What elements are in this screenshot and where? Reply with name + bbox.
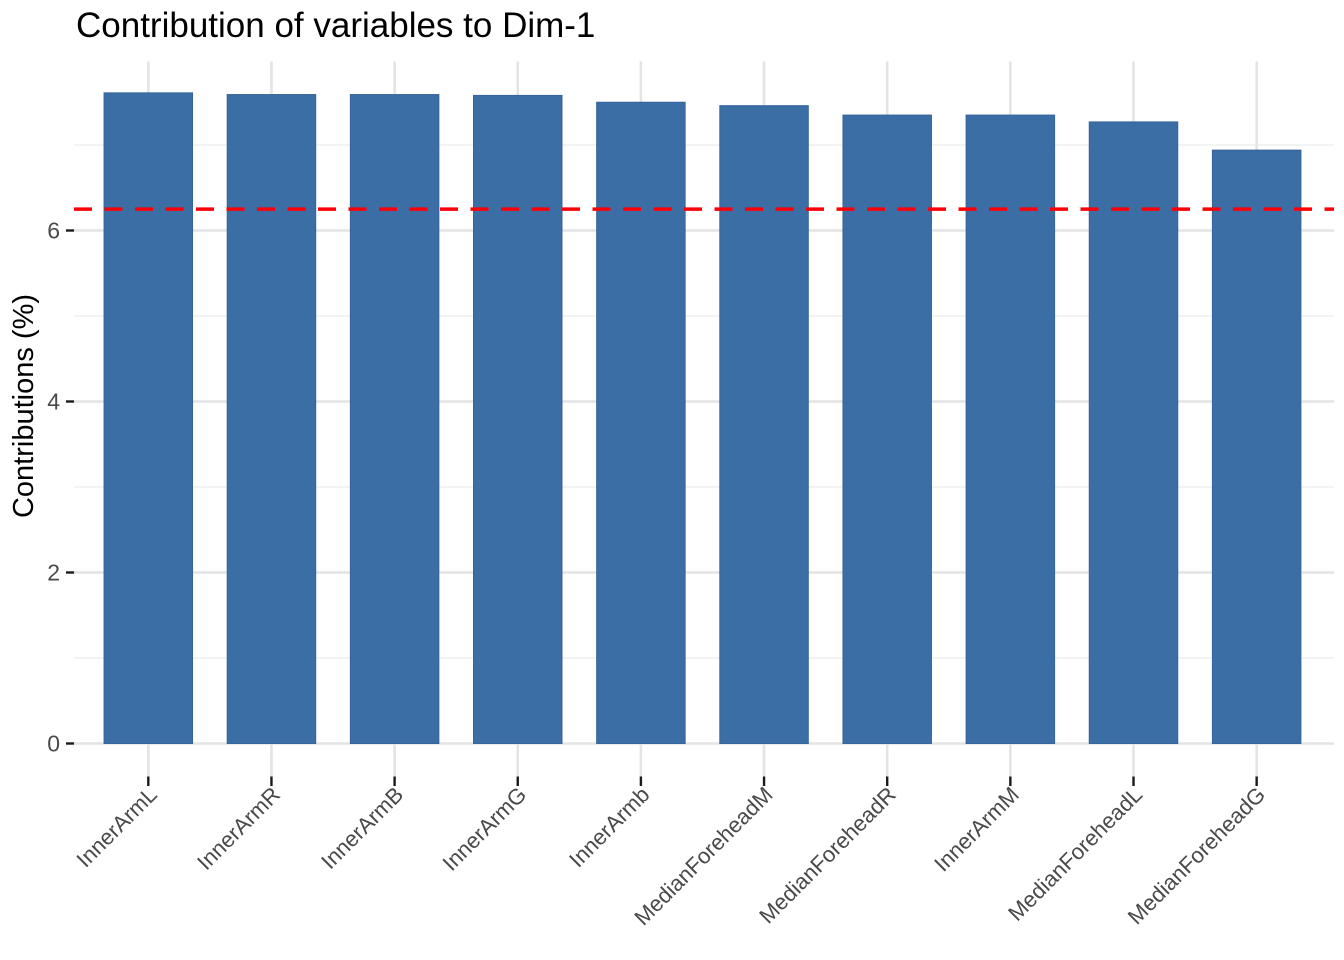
bar-InnerArmM xyxy=(965,114,1056,744)
bar-InnerArmb xyxy=(596,101,686,744)
bar-MedianForeheadG xyxy=(1211,149,1302,744)
y-tick-label: 4 xyxy=(47,389,60,415)
bar-InnerArmL xyxy=(103,92,194,745)
x-tick-label: MedianForeheadM xyxy=(629,782,777,930)
x-tick-label: InnerArmb xyxy=(564,782,654,872)
y-tick-label: 0 xyxy=(47,731,60,757)
bar-MedianForeheadM xyxy=(719,105,809,745)
x-tick-label: InnerArmM xyxy=(929,782,1024,877)
chart-title: Contribution of variables to Dim-1 xyxy=(76,6,596,45)
bar-InnerArmG xyxy=(473,94,563,745)
x-tick-label: InnerArmB xyxy=(316,782,408,874)
x-tick-label: MedianForeheadL xyxy=(1003,782,1147,926)
x-tick-label: MedianForeheadG xyxy=(1123,782,1270,929)
bar-InnerArmB xyxy=(349,94,440,745)
bars-group xyxy=(103,92,1302,745)
y-axis-title: Contributions (%) xyxy=(8,294,40,518)
x-tick-label: InnerArmG xyxy=(438,782,532,876)
x-tick-label: InnerArmR xyxy=(192,782,285,875)
x-tick-label: MedianForeheadR xyxy=(754,782,901,929)
bar-InnerArmR xyxy=(226,94,317,745)
bar-MedianForeheadL xyxy=(1088,121,1179,745)
y-tick-label: 2 xyxy=(47,560,60,586)
bar-MedianForeheadR xyxy=(842,114,932,744)
y-tick-label: 6 xyxy=(47,218,60,244)
x-tick-label: InnerArmL xyxy=(72,782,162,872)
